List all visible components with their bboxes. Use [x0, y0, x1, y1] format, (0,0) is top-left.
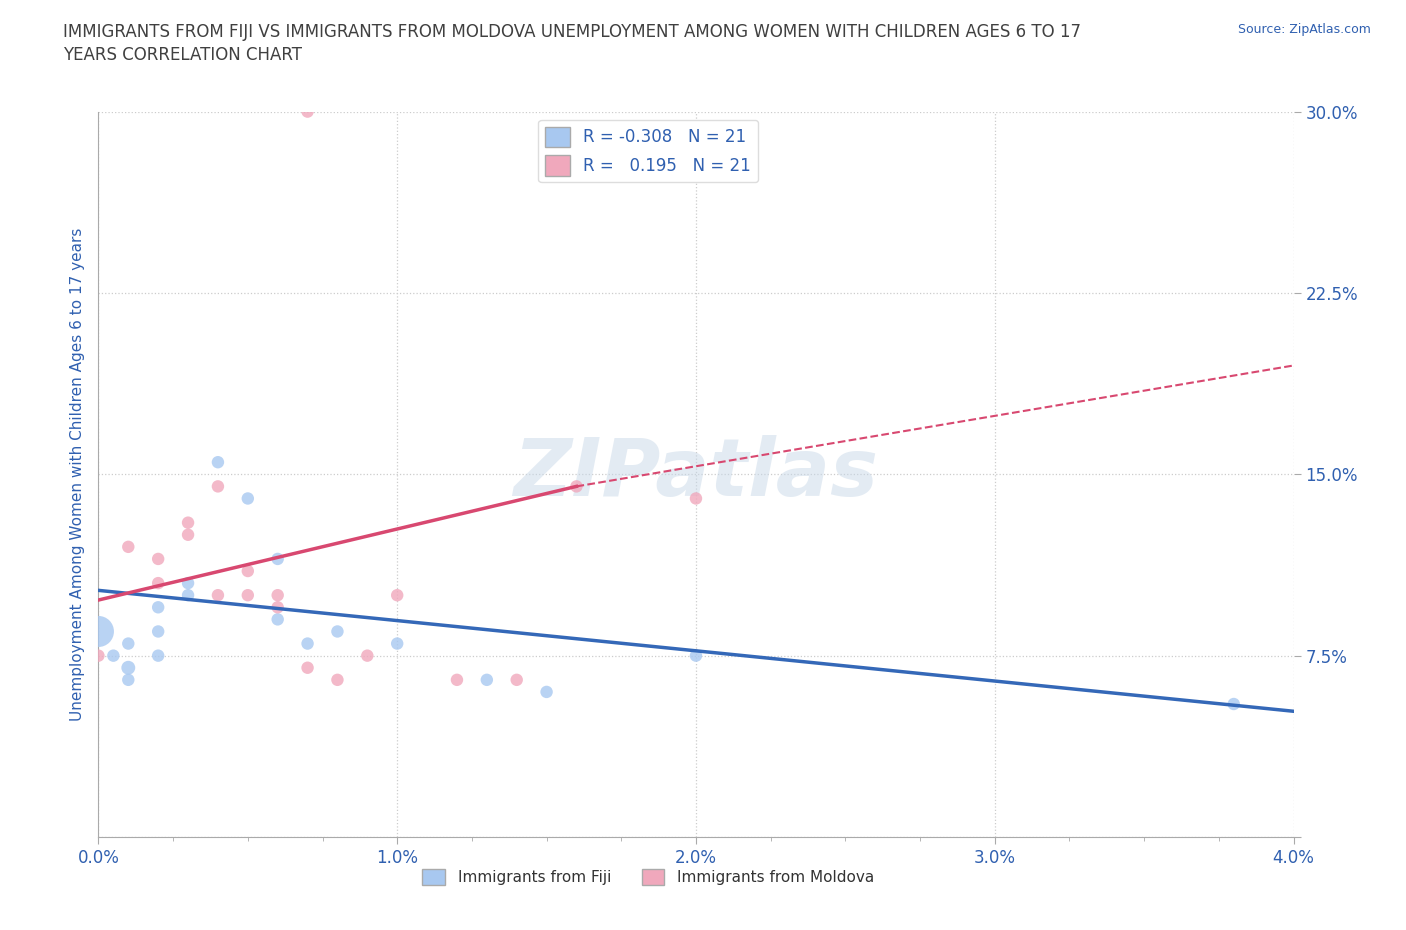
Text: YEARS CORRELATION CHART: YEARS CORRELATION CHART	[63, 46, 302, 64]
Point	[207, 479, 229, 494]
Point	[236, 588, 259, 603]
Point	[267, 551, 290, 566]
Point	[297, 104, 319, 119]
Point	[87, 624, 110, 639]
Point	[326, 672, 349, 687]
Point	[148, 600, 170, 615]
Point	[207, 455, 229, 470]
Text: IMMIGRANTS FROM FIJI VS IMMIGRANTS FROM MOLDOVA UNEMPLOYMENT AMONG WOMEN WITH CH: IMMIGRANTS FROM FIJI VS IMMIGRANTS FROM …	[63, 23, 1081, 41]
Point	[385, 588, 409, 603]
Point	[117, 672, 139, 687]
Point	[356, 648, 378, 663]
Point	[236, 564, 259, 578]
Point	[685, 491, 707, 506]
Y-axis label: Unemployment Among Women with Children Ages 6 to 17 years: Unemployment Among Women with Children A…	[69, 228, 84, 721]
Point	[148, 624, 170, 639]
Point	[148, 648, 170, 663]
Point	[267, 600, 290, 615]
Point	[297, 660, 319, 675]
Point	[565, 479, 588, 494]
Point	[148, 551, 170, 566]
Point	[267, 612, 290, 627]
Point	[87, 648, 110, 663]
Point	[1223, 697, 1246, 711]
Point	[385, 636, 409, 651]
Point	[326, 624, 349, 639]
Point	[103, 648, 125, 663]
Point	[536, 684, 558, 699]
Point	[177, 588, 200, 603]
Point	[297, 636, 319, 651]
Point	[236, 491, 259, 506]
Point	[267, 588, 290, 603]
Point	[117, 636, 139, 651]
Point	[117, 539, 139, 554]
Point	[117, 660, 139, 675]
Point	[446, 672, 468, 687]
Point	[685, 648, 707, 663]
Point	[506, 672, 529, 687]
Text: Source: ZipAtlas.com: Source: ZipAtlas.com	[1237, 23, 1371, 36]
Text: ZIPatlas: ZIPatlas	[513, 435, 879, 513]
Point	[207, 588, 229, 603]
Point	[177, 576, 200, 591]
Point	[177, 515, 200, 530]
Legend: Immigrants from Fiji, Immigrants from Moldova: Immigrants from Fiji, Immigrants from Mo…	[416, 863, 880, 891]
Point	[177, 527, 200, 542]
Point	[475, 672, 498, 687]
Point	[148, 576, 170, 591]
